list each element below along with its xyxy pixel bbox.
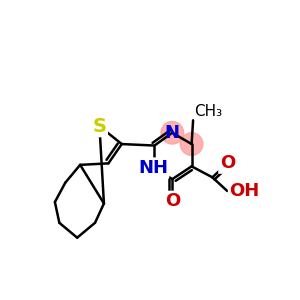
Text: O: O [165, 192, 180, 210]
Text: OH: OH [229, 182, 259, 200]
Text: N: N [165, 124, 180, 142]
Text: S: S [92, 117, 106, 136]
Circle shape [180, 133, 203, 155]
Text: O: O [220, 154, 235, 172]
Text: CH₃: CH₃ [195, 104, 223, 119]
Text: NH: NH [138, 159, 168, 177]
Circle shape [161, 122, 184, 144]
